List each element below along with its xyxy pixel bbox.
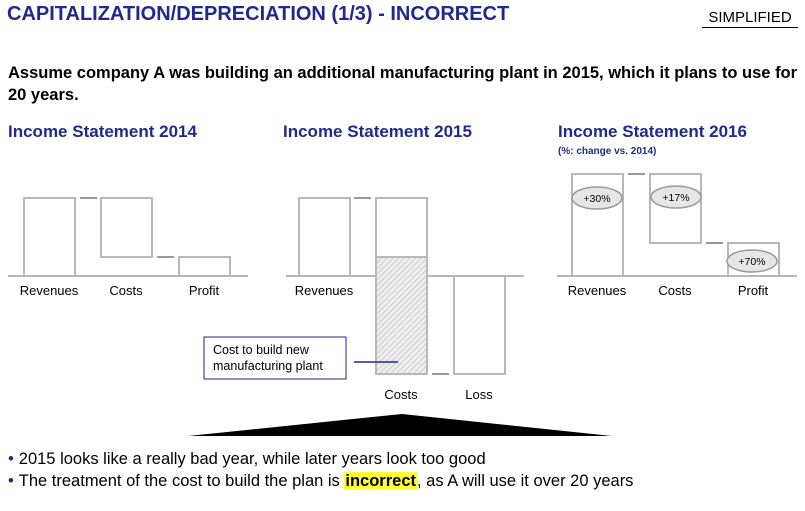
callout-text-line1: Cost to build new xyxy=(213,343,310,357)
bullet-1-text: 2015 looks like a really bad year, while… xyxy=(18,450,486,468)
bullet-dot: • xyxy=(8,450,14,468)
label-costs-2015: Costs xyxy=(384,387,418,402)
statement-2015-title: Income Statement 2015 xyxy=(283,122,472,141)
label-profit-2014: Profit xyxy=(189,283,220,298)
change-costs: +17% xyxy=(662,192,689,204)
callout-text-line2: manufacturing plant xyxy=(213,359,323,373)
bullet-list: • 2015 looks like a really bad year, whil… xyxy=(8,448,633,492)
label-profit-2016: Profit xyxy=(738,283,769,298)
costs-bar-2014 xyxy=(100,197,153,258)
bullet-2-text-post: , as A will use it over 20 years xyxy=(417,472,634,490)
label-revenues-2015: Revenues xyxy=(295,283,354,298)
change-bubble-revenues xyxy=(571,186,623,210)
label-costs-2016: Costs xyxy=(658,283,692,298)
label-costs-2014: Costs xyxy=(109,283,143,298)
label-revenues-2016: Revenues xyxy=(568,283,627,298)
incorrect-highlight: incorrect xyxy=(344,472,417,490)
bullet-2: • The treatment of the cost to build the … xyxy=(8,470,633,492)
emphasis-wedge xyxy=(188,414,612,436)
callout-text: Cost to build new manufacturing plant xyxy=(213,343,323,373)
bullet-2-text-pre: The treatment of the cost to build the p… xyxy=(18,472,345,490)
label-revenues-2014: Revenues xyxy=(20,283,79,298)
change-bubble-costs xyxy=(650,185,702,209)
label-loss-2015: Loss xyxy=(465,387,493,402)
profit-bar-2014 xyxy=(178,256,231,277)
bullet-dot: • xyxy=(8,472,14,490)
loss-bar-2015 xyxy=(453,275,506,375)
statement-2014-title: Income Statement 2014 xyxy=(8,122,197,141)
bullet-1: • 2015 looks like a really bad year, whil… xyxy=(8,448,633,470)
revenues-bar-2014 xyxy=(23,197,76,277)
simplified-tag: SIMPLIFIED xyxy=(702,8,798,28)
callout-box xyxy=(203,336,347,380)
plant-cost-bar-2015 xyxy=(375,256,428,375)
change-bubble-profit xyxy=(726,249,778,273)
costs-bar-2015-operating xyxy=(375,197,428,258)
statement-2016-title: Income Statement 2016 xyxy=(558,122,747,141)
revenues-bar-2015 xyxy=(298,197,351,277)
change-revenues: +30% xyxy=(583,193,610,205)
page-title: CAPITALIZATION/DEPRECIATION (1/3) - INCO… xyxy=(7,3,510,25)
change-profit: +70% xyxy=(738,256,765,268)
intro-text: Assume company A was building an additio… xyxy=(8,64,798,104)
statement-2016-note: (%: change vs. 2014) xyxy=(558,146,657,157)
